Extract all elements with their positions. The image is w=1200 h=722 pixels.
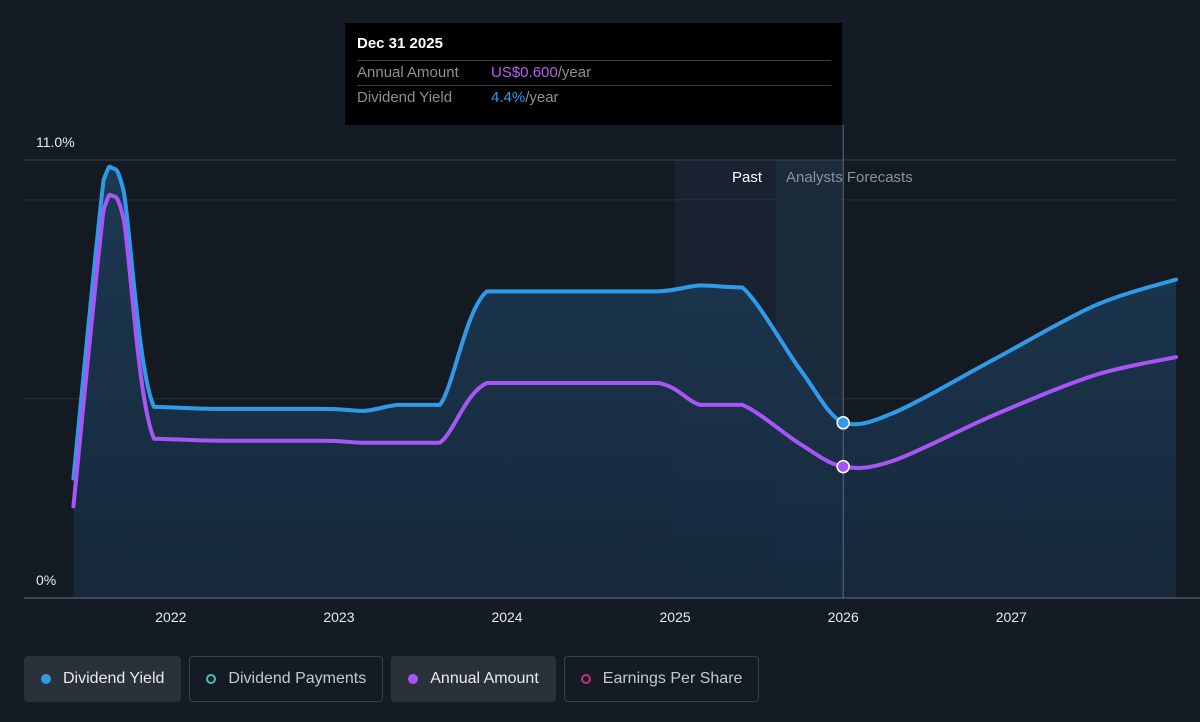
x-tick-label: 2025 — [660, 609, 691, 625]
chart-legend: Dividend Yield Dividend Payments Annual … — [24, 656, 767, 702]
tooltip-label: Dividend Yield — [357, 89, 453, 106]
x-tick-label: 2026 — [828, 609, 859, 625]
tooltip-row-dividend-yield: Dividend Yield 4.4% /year — [357, 85, 831, 110]
y-tick-label-zero: 0% — [36, 572, 56, 588]
x-tick-labels: 2022 2023 2024 2025 2026 2027 — [155, 609, 1027, 625]
dividend-yield-line — [71, 164, 1178, 481]
tooltip-value: US$0.600 — [491, 64, 558, 81]
legend-annual-amount[interactable]: Annual Amount — [391, 656, 556, 702]
past-label: Past — [732, 169, 763, 186]
legend-label: Annual Amount — [430, 670, 539, 687]
legend-ring-icon — [580, 674, 591, 684]
tooltip-unit: /year — [557, 64, 592, 81]
legend-label: Dividend Yield — [63, 670, 165, 687]
chart-tooltip: Dec 31 2025 Annual Amount US$0.600 /year… — [345, 23, 842, 125]
tooltip-label: Annual Amount — [357, 64, 459, 81]
tooltip-date: Dec 31 2025 — [357, 35, 443, 52]
annual-amount-line — [71, 192, 1178, 509]
x-tick-label: 2022 — [155, 609, 186, 625]
legend-label: Earnings Per Share — [602, 670, 743, 687]
tooltip-unit: /year — [525, 89, 559, 106]
annual-amount-marker[interactable] — [836, 459, 850, 474]
legend-dividend-yield[interactable]: Dividend Yield — [24, 656, 182, 702]
legend-dot-icon — [408, 674, 419, 684]
x-tick-label: 2027 — [996, 609, 1027, 625]
x-tick-label: 2024 — [491, 609, 522, 625]
tooltip-row-annual-amount: Annual Amount US$0.600 /year — [357, 60, 831, 85]
y-tick-label-top: 11.0% — [36, 134, 75, 150]
tooltip-value: 4.4% — [491, 89, 526, 106]
legend-dividend-payments[interactable]: Dividend Payments — [189, 656, 384, 702]
legend-earnings-per-share[interactable]: Earnings Per Share — [563, 656, 760, 702]
legend-ring-icon — [206, 674, 217, 684]
dividend-yield-marker[interactable] — [836, 416, 850, 430]
legend-label: Dividend Payments — [228, 670, 367, 687]
x-tick-label: 2023 — [323, 609, 354, 625]
legend-dot-icon — [41, 674, 51, 684]
forecast-label: Analysts Forecasts — [786, 169, 913, 186]
